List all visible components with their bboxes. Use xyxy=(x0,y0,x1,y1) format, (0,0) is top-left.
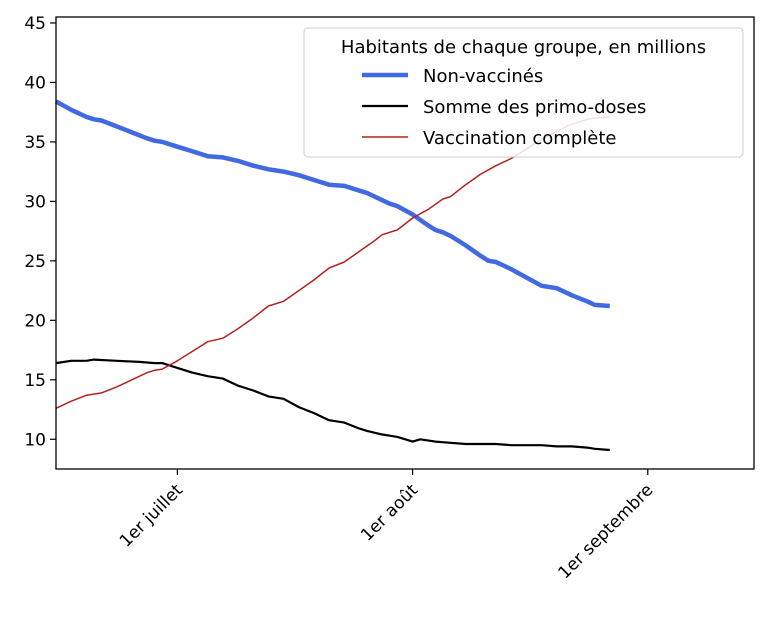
legend: Habitants de chaque groupe, en millions … xyxy=(303,27,744,158)
legend-title: Habitants de chaque groupe, en millions xyxy=(341,37,706,58)
plot-frame xyxy=(55,16,755,470)
series-line xyxy=(54,99,610,309)
y-tick-label: 30 xyxy=(24,192,46,212)
y-tick-label: 10 xyxy=(24,430,46,450)
y-tick-label: 15 xyxy=(24,371,46,391)
y-tick-label: 45 xyxy=(24,14,46,34)
legend-label: Non-vaccinés xyxy=(423,66,543,87)
y-tick-label: 25 xyxy=(24,252,46,272)
legend-label: Vaccination complète xyxy=(423,128,616,149)
y-tick-label: 35 xyxy=(24,133,46,153)
y-axis: 10 15 20 25 30 35 40 45 xyxy=(24,14,56,450)
y-tick-label: 20 xyxy=(24,311,46,331)
legend-label: Somme des primo-doses xyxy=(423,97,646,118)
legend-entries: Non-vaccinés Somme des primo-doses Vaccina… xyxy=(362,66,646,149)
series-line xyxy=(55,358,610,452)
legend-box xyxy=(303,27,744,158)
y-tick-label: 40 xyxy=(24,73,46,93)
